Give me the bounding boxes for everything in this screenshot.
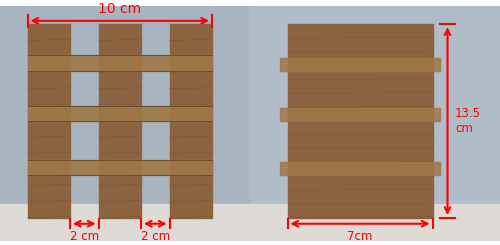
Bar [98, 24, 141, 218]
Bar [288, 24, 432, 218]
Bar [170, 24, 212, 218]
Bar [28, 24, 70, 218]
Bar [280, 58, 440, 71]
Text: 2 cm: 2 cm [70, 230, 99, 243]
Bar [0, 204, 250, 241]
Bar [28, 55, 212, 71]
Bar [250, 204, 500, 241]
Bar [0, 5, 250, 241]
Bar [28, 160, 212, 175]
Text: 10 cm: 10 cm [98, 2, 142, 16]
Bar [280, 162, 440, 175]
Bar [280, 108, 440, 121]
Text: 2 cm: 2 cm [140, 230, 170, 243]
Text: 7cm: 7cm [348, 230, 372, 243]
Bar [28, 106, 212, 121]
Bar [250, 5, 500, 241]
Text: 13.5
cm: 13.5 cm [455, 107, 481, 135]
